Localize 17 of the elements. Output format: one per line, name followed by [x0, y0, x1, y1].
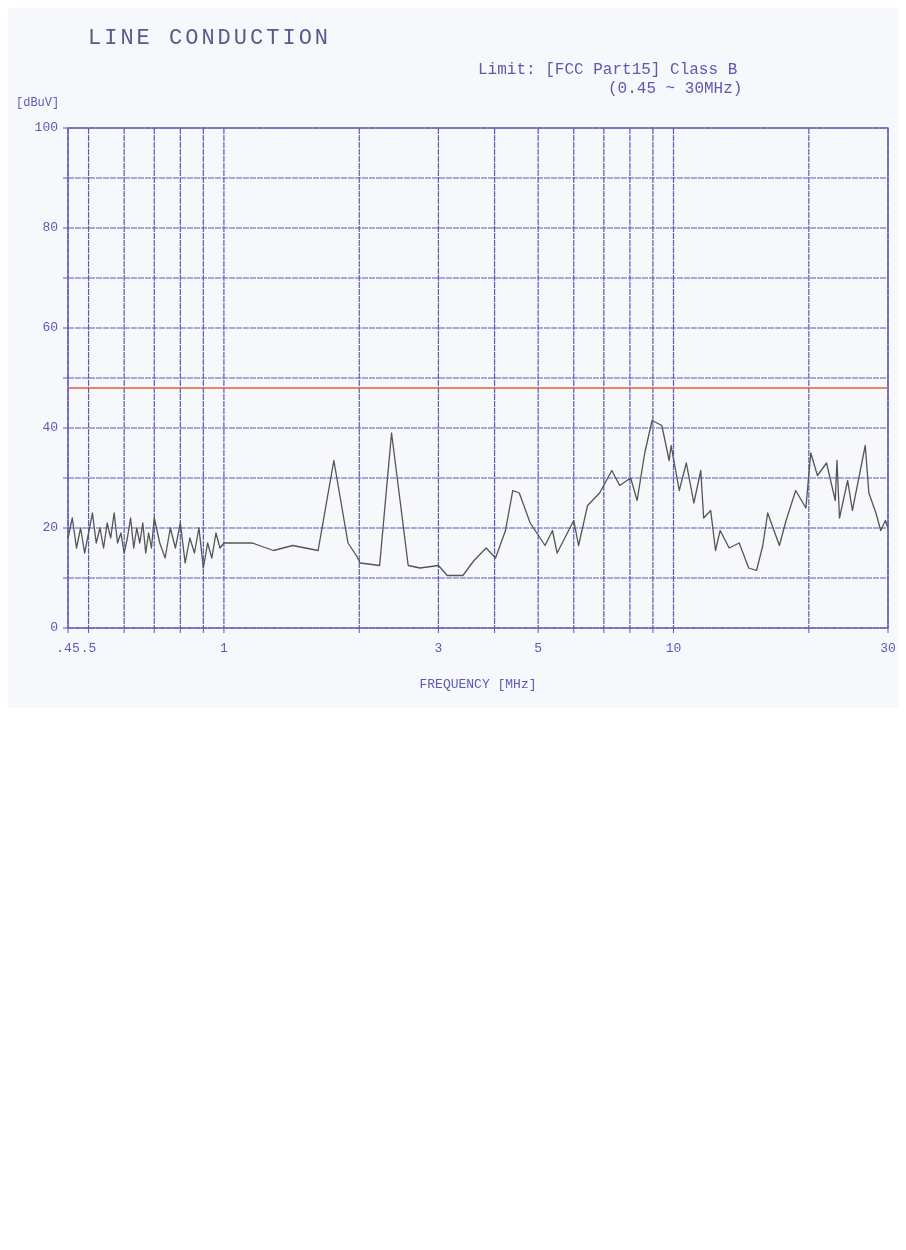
- y-tick-label: 20: [42, 520, 58, 536]
- y-tick-label: 60: [42, 320, 58, 336]
- y-tick-label: 40: [42, 420, 58, 436]
- x-tick-label: 3: [434, 641, 443, 656]
- y-tick-label: 0: [50, 620, 58, 636]
- x-tick-label: .5: [80, 641, 97, 656]
- x-tick-label: 5: [534, 641, 543, 656]
- chart-subtitle: Limit: [FCC Part15] Class B (0.45 ~ 30MHz): [478, 61, 743, 98]
- x-tick-label: 30: [880, 641, 896, 656]
- x-axis-title: FREQUENCY [MHz]: [419, 677, 537, 692]
- x-tick-label: 10: [665, 641, 682, 656]
- y-tick-label: 80: [42, 220, 58, 236]
- x-tick-label: .45: [56, 641, 80, 656]
- y-axis-title: [dBuV]: [16, 96, 60, 110]
- chart-title: LINE CONDUCTION: [88, 26, 332, 51]
- y-tick-label: 100: [34, 120, 58, 136]
- x-tick-label: 1: [220, 641, 228, 656]
